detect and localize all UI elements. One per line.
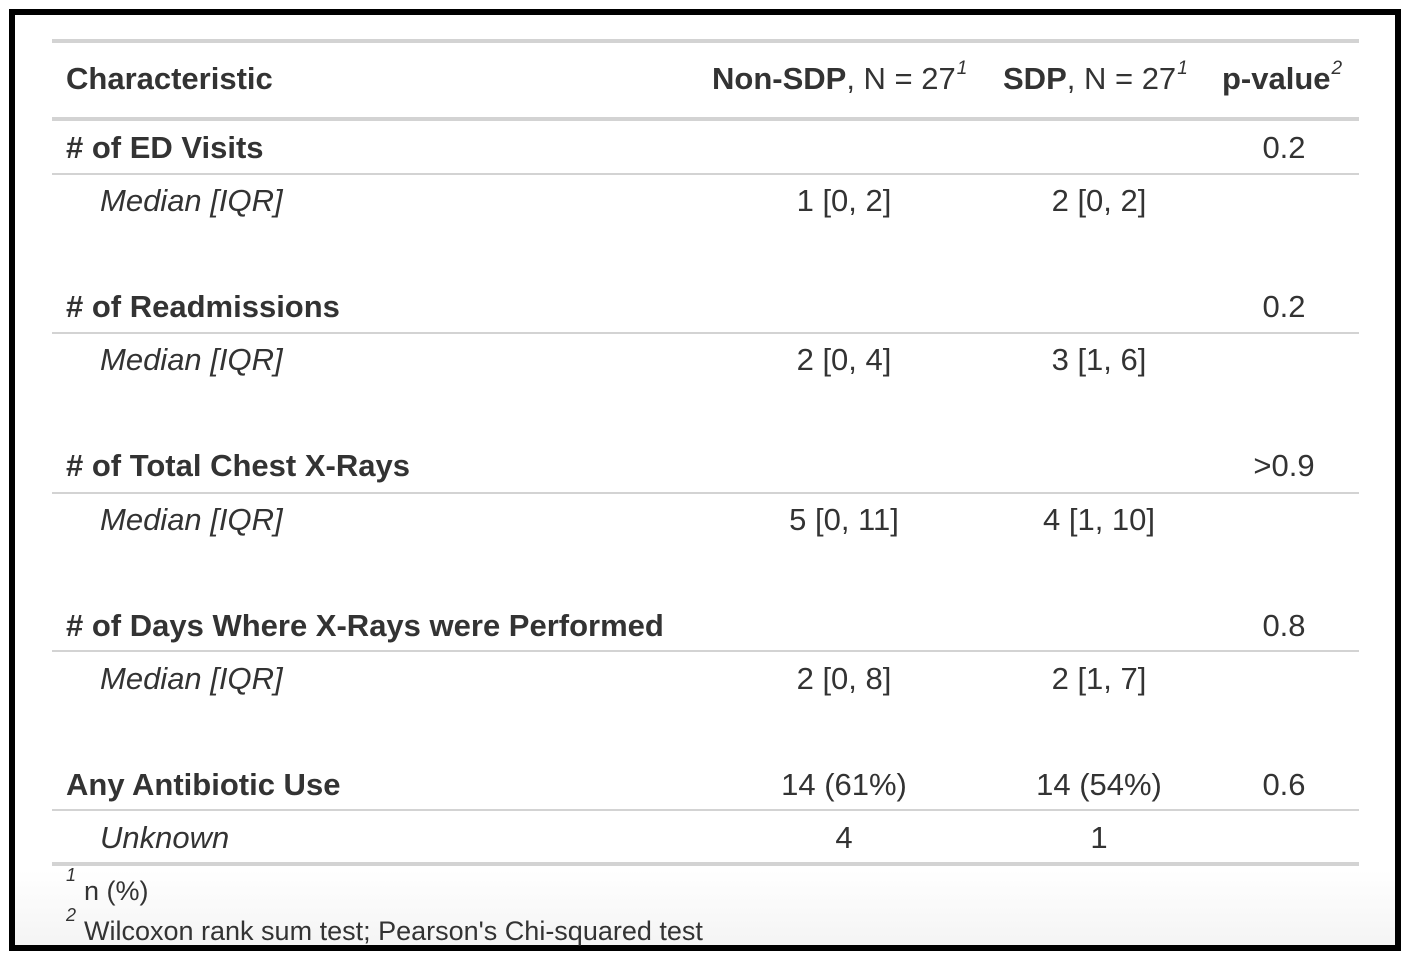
row-sdp-value: 14 (54%) [1036,767,1162,802]
footnote-1-text: n (%) [84,876,149,906]
row-sublabel: Median [IQR] [100,342,283,377]
header-pvalue-sup: 2 [1331,58,1343,79]
row-sdp-value: 2 [1, 7] [1051,661,1147,696]
row-pvalue: 0.2 [1262,130,1306,165]
row-sublabel: Median [IQR] [100,502,283,537]
row-label: # of Total Chest X-Rays [66,448,410,483]
header-sdp-bold: SDP [1003,61,1067,96]
row-pvalue: >0.9 [1253,448,1315,483]
row-non-sdp-value: 1 [0, 2] [796,183,892,218]
header-non-sdp-sup: 1 [956,58,968,79]
header-characteristic: Characteristic [66,61,273,96]
row-non-sdp-value: 5 [0, 11] [789,502,899,537]
row-divider [52,492,1359,494]
table-top-rule [52,39,1359,43]
row-divider [52,809,1359,811]
row-pvalue: 0.8 [1262,608,1306,643]
row-pvalue: 0.6 [1262,767,1306,802]
footnote-2-text: Wilcoxon rank sum test; Pearson's Chi-sq… [84,916,703,946]
header-sdp-sup: 1 [1177,58,1188,79]
table-frame: Characteristic Non-SDP, N = 271 SDP, N =… [9,9,1401,951]
row-sdp-value: 2 [0, 2] [1051,183,1147,218]
row-sublabel: Median [IQR] [100,183,283,218]
row-label: Any Antibiotic Use [66,767,341,802]
row-sublabel: Unknown [100,820,230,855]
header-sdp: SDP, N = 271 [1003,58,1188,97]
row-sdp-value: 4 [1, 10] [1042,502,1156,537]
row-non-sdp-value: 2 [0, 4] [796,342,892,377]
row-non-sdp-value: 2 [0, 8] [796,661,892,696]
header-non-sdp-bold: Non-SDP [712,61,847,96]
header-non-sdp-n: , N = 27 [846,61,956,96]
row-non-sdp-value: 14 (61%) [781,767,907,802]
row-pvalue: 0.2 [1262,289,1306,324]
row-sublabel: Median [IQR] [100,661,283,696]
footnote-2-mark: 2 [66,905,77,925]
row-label: # of Readmissions [66,289,340,324]
row-sdp-value: 3 [1, 6] [1051,342,1147,377]
header-pvalue-label: p-value [1222,61,1331,96]
header-sdp-n: , N = 27 [1066,61,1177,96]
header-non-sdp: Non-SDP, N = 271 [712,58,968,97]
row-sdp-value: 1 [1090,820,1108,855]
footnote-1-mark: 1 [66,865,77,885]
header-bottom-rule [52,117,1359,121]
header-pvalue: p-value2 [1222,58,1343,97]
row-non-sdp-value: 4 [835,820,853,855]
table-bottom-rule [52,862,1359,866]
row-divider [52,650,1359,652]
row-divider [52,173,1359,175]
row-label: # of Days Where X-Rays were Performed [66,608,664,643]
row-divider [52,332,1359,334]
row-label: # of ED Visits [66,130,264,165]
